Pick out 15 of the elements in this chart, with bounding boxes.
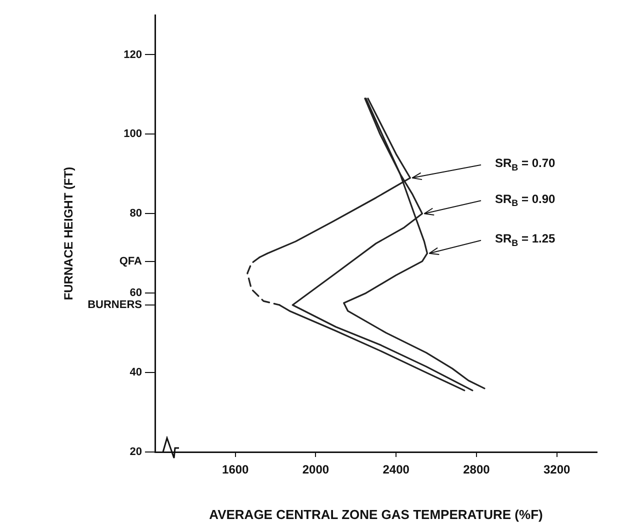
x-tick-label: 2400 [382, 462, 410, 477]
y-tick-label: 60 [130, 287, 142, 300]
x-tick-label: 2000 [302, 462, 330, 477]
y-tick-label: 120 [124, 48, 142, 61]
x-tick-label: 1600 [222, 462, 250, 477]
y-tick-label: BURNERS [88, 299, 142, 312]
x-tick-label: 3200 [543, 462, 570, 477]
y-axis-title: FURNACE HEIGHT (FT) [62, 166, 76, 300]
y-tick-label: 20 [130, 446, 142, 458]
y-tick-label: 100 [124, 128, 142, 140]
y-tick-label: 40 [130, 366, 142, 379]
y-tick-label: 80 [130, 208, 142, 220]
x-tick-label: 2800 [463, 462, 490, 477]
y-tick-label: QFA [119, 255, 142, 268]
x-axis-title: AVERAGE CENTRAL ZONE GAS TEMPERATURE (%F) [209, 506, 543, 522]
